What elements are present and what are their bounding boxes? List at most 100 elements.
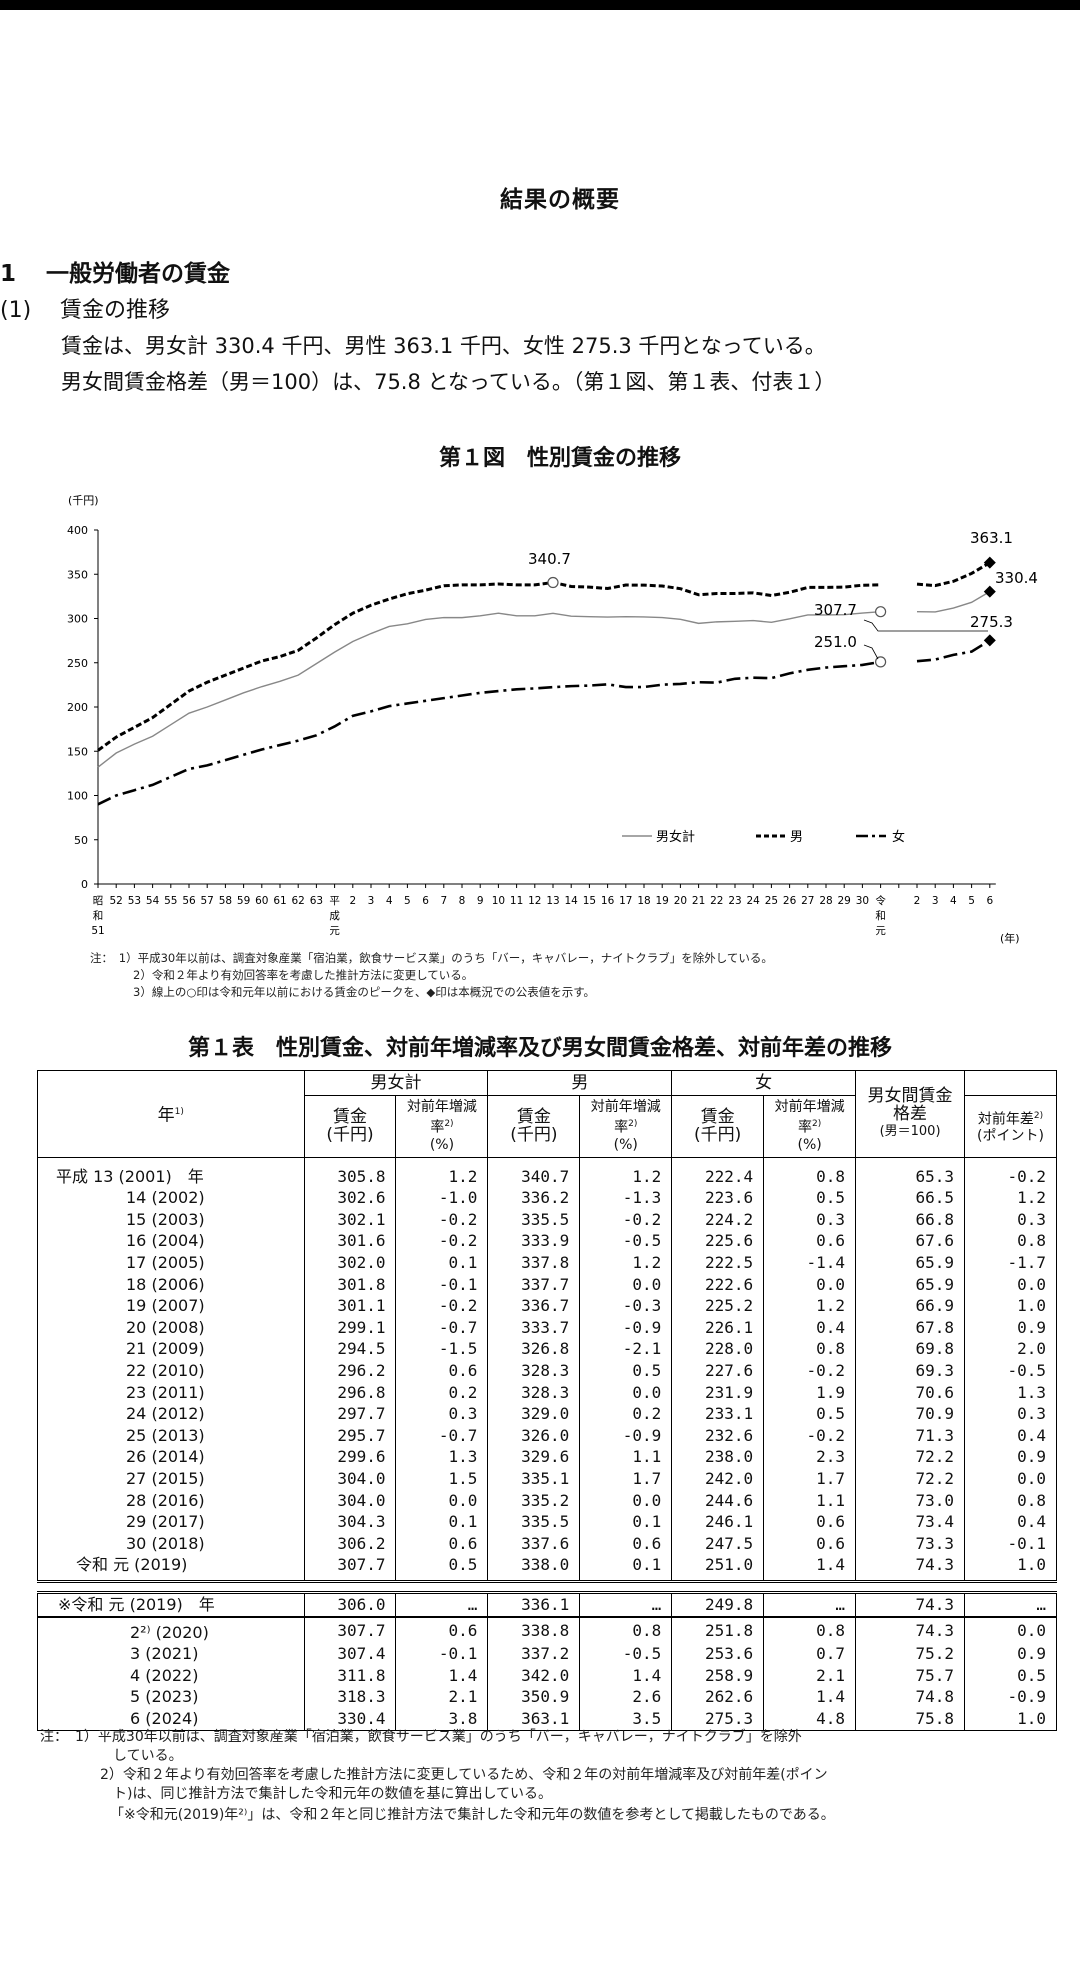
value-cell: 311.8 [303,1664,397,1687]
value-cell: 69.8 [855,1338,966,1360]
value-cell: 0.8 [763,1157,857,1188]
value-cell: 222.5 [671,1252,765,1274]
value-cell: 302.1 [303,1208,397,1231]
year-cell: 14 (2002) [37,1187,305,1209]
value-cell: 75.8 [855,1707,966,1731]
year-cell: 19 (2007) [37,1295,305,1317]
value-cell: 0.6 [763,1230,857,1253]
value-cell: 1.1 [763,1489,857,1512]
value-cell: 0.3 [395,1403,489,1425]
value-cell: 0.5 [579,1360,673,1382]
value-cell: 1.4 [579,1664,673,1687]
figure-note: 2）令和２年より有効回答率を考慮した推計方法に変更している。 [133,968,474,982]
table-row: 3 (2021) 307.4 -0.1 337.2 -0.5 253.6 0.7 75.2 0.… [37,1643,1057,1665]
x-tick-label: 昭和 51 [91,895,104,937]
value-cell: 258.9 [671,1664,765,1687]
x-tick-label: 2 [349,895,356,907]
value-cell: 0.6 [395,1360,489,1382]
value-cell: 335.5 [487,1511,581,1533]
value-cell: 222.6 [671,1273,765,1296]
value-cell: 0.5 [964,1664,1057,1687]
value-cell: -0.1 [395,1273,489,1296]
x-tick-label: 25 [765,895,778,907]
value-cell: … [395,1590,489,1618]
value-cell: 72.2 [855,1467,966,1490]
value-cell: -0.5 [579,1643,673,1665]
value-cell: 1.4 [763,1686,857,1708]
value-cell: 337.7 [487,1273,581,1296]
header-rate: 対前年増減率2) (%) [763,1095,857,1158]
value-cell: 2.1 [763,1664,857,1687]
value-cell: 0.0 [763,1273,857,1296]
x-tick-label: 54 [146,895,160,907]
x-tick-label: 52 [110,895,123,907]
x-tick-label: 6 [422,895,429,907]
header-wage: 賃金 (千円) [303,1095,397,1158]
table-row-reference: ※令和 元 (2019) 年 306.0… 336.1… 249.8… 74.3… [37,1590,1057,1618]
peak-marker [874,606,887,618]
table-row: 17 (2005) 302.0 0.1 337.8 1.2 222.5 -1.4 65.9 -1… [37,1252,1057,1274]
value-cell: 70.6 [855,1381,966,1404]
value-cell: 0.3 [964,1403,1057,1425]
y-tick-label: 400 [67,524,88,537]
value-cell: 66.8 [855,1208,966,1231]
header-total: 男女計 [303,1070,489,1096]
x-tick-label: 令和元 [875,894,886,937]
x-tick-label: 63 [310,895,323,907]
section-title: 一般労働者の賃金 [46,261,230,287]
value-cell: -0.2 [395,1208,489,1231]
value-cell: 67.6 [855,1230,966,1253]
table-row: 22 (2010) 296.2 0.6 328.3 0.5 227.6 -0.2 69.3 -0… [37,1360,1057,1382]
table-row: 14 (2002) 302.6 -1.0 336.2 -1.3 223.6 0.5 66.5 1… [37,1187,1057,1209]
value-cell: 75.2 [855,1643,966,1665]
x-tick-label: 5 [404,895,411,907]
header-female: 女 [671,1070,857,1096]
year-cell: 26 (2014) [37,1446,305,1468]
header-blank [964,1070,1057,1096]
value-cell: 0.8 [964,1489,1057,1512]
value-cell: 1.2 [763,1295,857,1317]
value-cell: 0.1 [395,1252,489,1274]
value-cell: -0.9 [579,1316,673,1339]
section-number: 1 [0,261,17,287]
table-row: 21 (2009) 294.5 -1.5 326.8 -2.1 228.0 0.8 69.8 2… [37,1338,1057,1360]
value-cell: 301.6 [303,1230,397,1253]
y-tick-label: 150 [67,745,88,758]
x-tick-label: 59 [237,895,250,907]
value-cell: 338.0 [487,1554,581,1583]
value-cell: 335.1 [487,1467,581,1490]
value-cell: -1.5 [395,1338,489,1360]
y-tick-label: 100 [67,790,88,803]
paragraph: 賃金は、男女計 330.4 千円、男性 363.1 千円、女性 275.3 千円… [61,334,826,358]
value-cell: 0.6 [579,1532,673,1555]
value-cell: 232.6 [671,1424,765,1447]
table-note: 注： 1）平成30年以前は、調査対象産業「宿泊業，飲食サービス業」のうち「バー，… [40,1729,802,1745]
value-cell: 1.4 [763,1554,857,1583]
value-cell: 73.0 [855,1489,966,1512]
value-cell: 335.2 [487,1489,581,1512]
value-cell: 74.8 [855,1686,966,1708]
y-tick-label: 300 [67,613,88,626]
value-cell: 329.6 [487,1446,581,1468]
x-tick-label: 53 [128,895,141,907]
x-tick-label: 14 [565,895,579,907]
document-title: 結果の概要 [500,187,620,213]
value-cell: 0.8 [964,1230,1057,1253]
value-cell: 3.5 [579,1707,673,1731]
section-heading: 1 一般労働者の賃金 [0,254,230,288]
value-cell: 302.6 [303,1187,397,1209]
table-row: 19 (2007) 301.1 -0.2 336.7 -0.3 225.2 1.2 66.9 1… [37,1295,1057,1317]
value-cell: 224.2 [671,1208,765,1231]
table-row: 18 (2006) 301.8 -0.1 337.7 0.0 222.6 0.0 65.9 0.… [37,1273,1057,1296]
legend-female: 女 [892,829,905,845]
value-cell: 66.5 [855,1187,966,1209]
table-row: 平成 13 (2001) 年 305.8 1.2 340.7 1.2 222.4 0.8 65… [37,1157,1057,1188]
value-cell: 75.7 [855,1664,966,1687]
header-year: 年1) [37,1070,305,1158]
value-cell: 65.9 [855,1273,966,1296]
value-cell: 0.8 [579,1616,673,1644]
x-tick-label: 16 [601,895,615,907]
value-cell: 0.2 [579,1403,673,1425]
value-cell: 1.0 [964,1554,1057,1583]
